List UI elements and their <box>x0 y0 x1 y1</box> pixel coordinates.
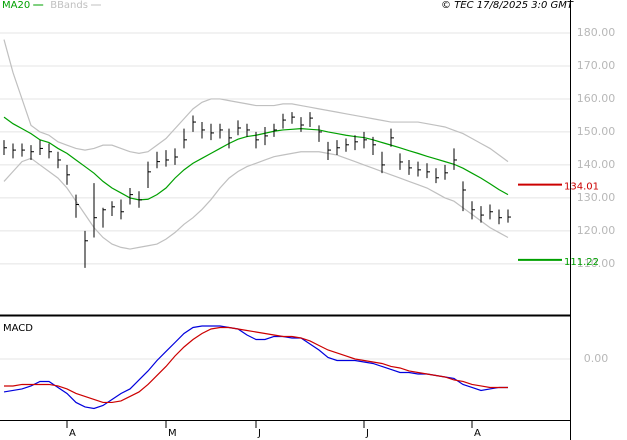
y-tick-label: 150.00 <box>577 125 616 138</box>
level-label: 134.01 <box>564 182 599 193</box>
y-tick-label: 130.00 <box>577 191 616 204</box>
y-tick-label: 180.00 <box>577 26 616 39</box>
macd-line <box>4 326 508 404</box>
x-tick-label: J <box>257 428 261 439</box>
band-lower <box>3 151 509 250</box>
y-tick-label: 120.00 <box>577 224 616 237</box>
legend-label: MA20 <box>2 0 30 11</box>
y-tick-label: 0.00 <box>584 352 609 365</box>
copyright: © TEC 17/8/2025 3:0 GMT <box>441 0 574 11</box>
x-tick-label: J <box>365 428 369 439</box>
x-tick-label: A <box>69 428 76 439</box>
y-tick-label: 140.00 <box>577 158 616 171</box>
panel-title: MACD <box>3 323 33 334</box>
level-label: 111.22 <box>564 257 599 268</box>
band-upper <box>3 39 509 163</box>
y-tick-label: 170.00 <box>577 59 616 72</box>
x-tick-label: A <box>474 428 481 439</box>
y-tick-label: 110.00 <box>577 257 616 270</box>
x-tick-label: M <box>168 428 177 439</box>
y-tick-label: 160.00 <box>577 92 616 105</box>
legend-label: BBands <box>50 0 88 11</box>
